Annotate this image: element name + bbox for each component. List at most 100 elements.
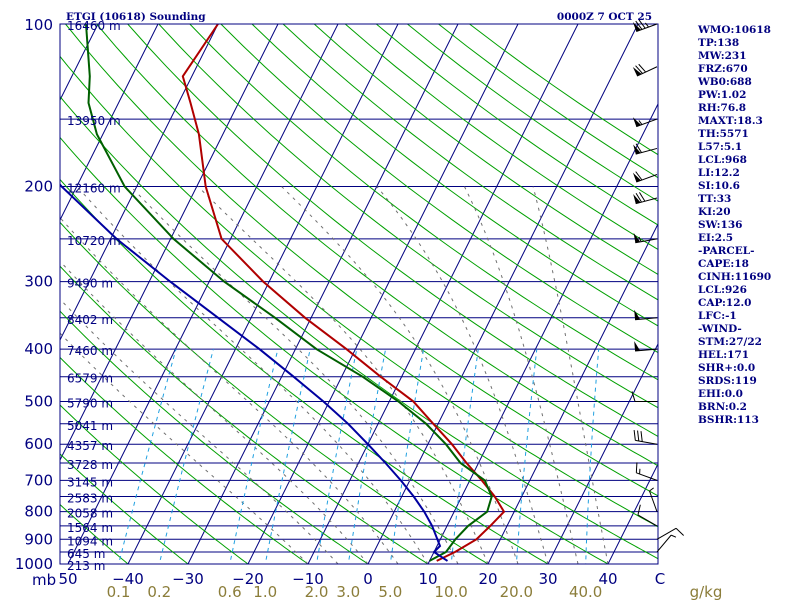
dewpoint-trace	[85, 24, 493, 562]
barb-pennant	[632, 66, 642, 77]
dry-adiabat	[60, 453, 189, 564]
moist-adiabat	[76, 186, 429, 564]
mixing-ratio-label: 40.0	[569, 583, 602, 600]
barb-half-flag	[649, 487, 654, 492]
index-row: LFC:-1	[698, 310, 737, 322]
isotherm-line	[67, 24, 339, 564]
index-row: KI:20	[698, 206, 731, 218]
index-row: LCL:968	[698, 154, 747, 166]
height-label: 2583 m	[67, 492, 113, 506]
mixing-ratio-label: 0.6	[218, 583, 242, 600]
dry-adiabat	[158, 24, 658, 409]
pressure-unit-label: mb	[32, 571, 56, 589]
temperature-trace	[181, 24, 506, 562]
chart-title: ETGI (10618) Sounding	[66, 11, 206, 23]
index-row: WB0:688	[698, 76, 752, 88]
diagram-grid	[60, 24, 658, 564]
dry-adiabat	[60, 95, 658, 560]
wind-barb	[631, 391, 657, 402]
pressure-tick-label: 100	[24, 16, 53, 34]
mixing-ratio-line	[450, 349, 479, 564]
height-label: 16460 m	[67, 19, 121, 33]
barb-flag	[637, 430, 640, 442]
parcel-trace	[60, 183, 449, 562]
wind-barb	[633, 143, 658, 155]
indices-panel: WMO:10618 TP:138 MW:231 FRZ:670 WB0:688 PW:1.…	[698, 24, 798, 427]
temperature-tick-label: −10	[292, 570, 324, 588]
wind-barb	[633, 429, 658, 445]
barb-pennant	[634, 341, 641, 352]
index-row: WMO:10618	[698, 24, 771, 36]
isotherm-line	[187, 24, 459, 564]
mixing-ratio-line	[389, 349, 425, 564]
barb-staff	[635, 147, 658, 155]
mixing-ratio-line	[264, 348, 311, 564]
moist-adiabat	[464, 186, 579, 564]
mixing-ratio-label: 20.0	[500, 583, 533, 600]
height-label: 1094 m	[67, 534, 113, 548]
barb-half-flag	[645, 22, 649, 28]
mixing-ratio-label: 10.0	[434, 583, 467, 600]
moist-adiabat	[60, 216, 399, 564]
wind-barb	[633, 232, 658, 244]
height-label: 8402 m	[67, 313, 113, 327]
barb-staff	[649, 490, 658, 512]
height-label: 213 m	[67, 559, 105, 573]
barb-staff	[656, 527, 677, 540]
barb-flag	[635, 143, 642, 153]
moist-adiabat	[281, 186, 519, 564]
height-labels: 16460 m 13950 m 12160 m 10720 m 9490 m 8402 m…	[67, 19, 121, 573]
wind-barb	[632, 19, 658, 32]
wind-barb	[649, 487, 658, 512]
temperature-tick-label: 20	[478, 570, 497, 588]
moist-adiabat	[532, 186, 609, 564]
dry-adiabat	[313, 24, 658, 275]
barb-flag	[635, 171, 643, 181]
pressure-tick-label: 500	[24, 392, 53, 410]
temperature-tick-label: 10	[418, 570, 437, 588]
dry-adiabat	[60, 265, 429, 564]
wind-barb	[632, 117, 658, 128]
barb-flag	[639, 192, 646, 202]
pressure-tick-label: 300	[24, 273, 53, 291]
index-row: PW:1.02	[698, 89, 747, 101]
index-row: BSHR:113	[698, 414, 759, 426]
index-row: SW:136	[698, 219, 743, 231]
isotherm-line	[247, 24, 519, 564]
height-label: 9490 m	[67, 277, 113, 291]
mixing-ratio-label: 3.0	[336, 583, 360, 600]
index-row: -WIND-	[698, 323, 742, 335]
index-row: LI:12.2	[698, 167, 740, 179]
height-label: 3145 m	[67, 475, 113, 489]
height-label: 13950 m	[67, 114, 121, 128]
barb-half-flag	[638, 236, 642, 242]
index-row: CAPE:18	[698, 258, 749, 270]
sounding-traces	[60, 24, 506, 562]
temperature-tick-label: −20	[232, 570, 264, 588]
mixing-ratio-unit-label: g/kg	[690, 583, 723, 600]
dry-adiabat	[60, 55, 658, 528]
temperature-tick-label: −40	[112, 570, 144, 588]
plot-frame	[59, 23, 659, 565]
dry-adiabat	[96, 24, 658, 467]
isotherm-line	[127, 24, 399, 564]
isotherm-line	[60, 24, 219, 342]
barb-flag	[635, 20, 643, 30]
wind-barb	[635, 462, 658, 481]
time-label: 0000Z 7 OCT 25	[557, 11, 652, 23]
isotherm-line	[60, 24, 159, 222]
barb-staff	[635, 197, 658, 205]
barb-staff	[636, 23, 658, 32]
barb-half-flag	[638, 120, 643, 125]
wind-barb	[632, 63, 658, 77]
moist-adiabat	[376, 186, 549, 564]
index-row: SI:10.6	[698, 180, 740, 192]
temperature-tick-label: 30	[538, 570, 557, 588]
dry-adiabat	[282, 24, 658, 301]
height-label: 4357 m	[67, 439, 113, 453]
height-label: 5790 m	[67, 396, 113, 410]
mixing-ratio-line	[158, 348, 214, 564]
dry-adiabat	[251, 24, 658, 327]
